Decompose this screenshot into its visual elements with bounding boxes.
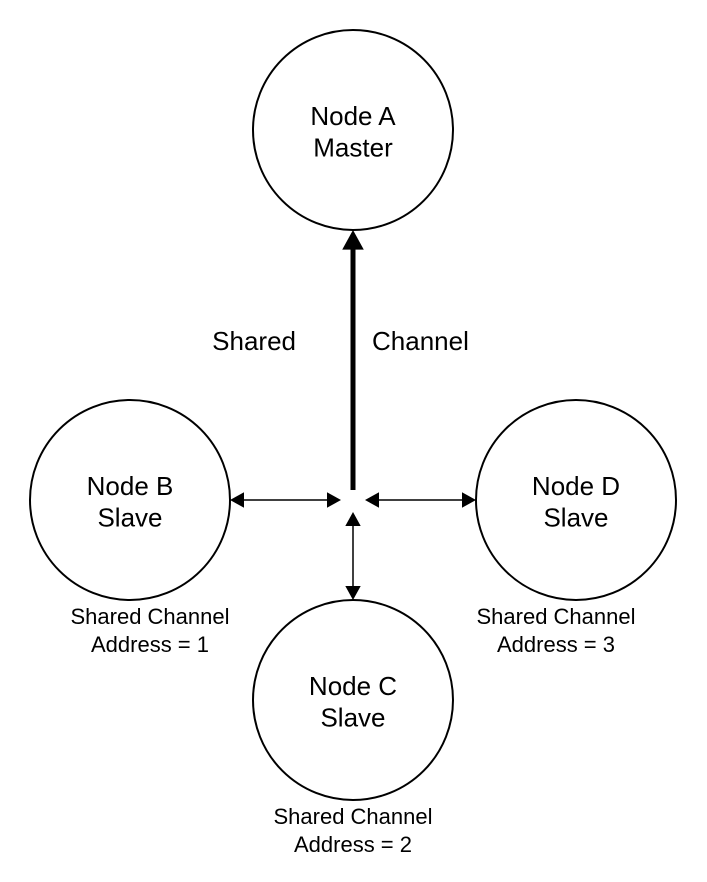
edge-label-right: Channel bbox=[372, 326, 469, 356]
node-d: Node DSlave bbox=[476, 400, 676, 600]
node-b: Node BSlave bbox=[30, 400, 230, 600]
node-b-line2: Slave bbox=[97, 502, 162, 532]
edge bbox=[345, 512, 360, 600]
network-diagram: SharedChannelNode AMasterNode BSlaveShar… bbox=[0, 0, 707, 882]
node-b-addr2: Address = 1 bbox=[91, 632, 209, 657]
edge-label-left: Shared bbox=[212, 326, 296, 356]
node-d-addr2: Address = 3 bbox=[497, 632, 615, 657]
edge bbox=[365, 492, 476, 507]
node-c-line1: Node C bbox=[309, 671, 397, 701]
node-c-addr1: Shared Channel bbox=[273, 804, 432, 829]
node-c-addr2: Address = 2 bbox=[294, 832, 412, 857]
node-a: Node AMaster bbox=[253, 30, 453, 230]
node-c: Node CSlave bbox=[253, 600, 453, 800]
node-a-line1: Node A bbox=[310, 101, 396, 131]
node-d-line1: Node D bbox=[532, 471, 620, 501]
node-a-line2: Master bbox=[313, 132, 393, 162]
node-d-line2: Slave bbox=[543, 502, 608, 532]
edge bbox=[230, 492, 341, 507]
node-b-line1: Node B bbox=[87, 471, 174, 501]
node-d-addr1: Shared Channel bbox=[476, 604, 635, 629]
edge-master bbox=[342, 230, 364, 490]
node-b-addr1: Shared Channel bbox=[70, 604, 229, 629]
node-c-line2: Slave bbox=[320, 702, 385, 732]
